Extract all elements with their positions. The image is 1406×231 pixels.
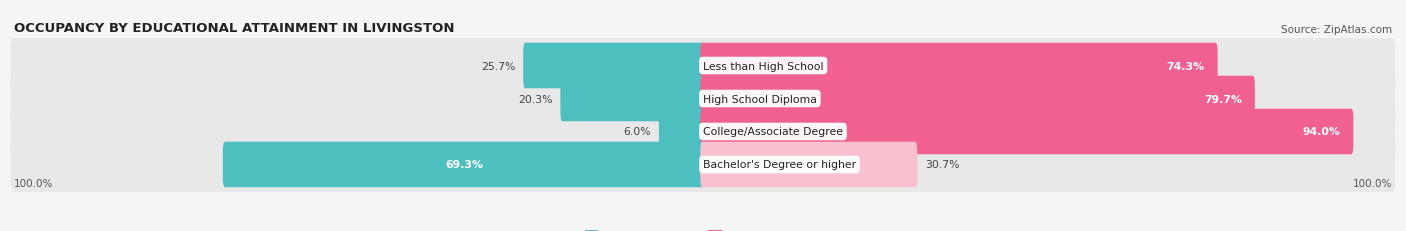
Text: 100.0%: 100.0% xyxy=(14,179,53,188)
FancyBboxPatch shape xyxy=(659,109,706,155)
FancyBboxPatch shape xyxy=(700,142,917,187)
Legend: Owner-occupied, Renter-occupied: Owner-occupied, Renter-occupied xyxy=(585,230,821,231)
FancyBboxPatch shape xyxy=(11,105,1395,159)
Text: 74.3%: 74.3% xyxy=(1167,61,1205,71)
FancyBboxPatch shape xyxy=(561,76,706,122)
FancyBboxPatch shape xyxy=(700,109,1354,155)
FancyBboxPatch shape xyxy=(523,44,706,89)
Text: High School Diploma: High School Diploma xyxy=(703,94,817,104)
Text: College/Associate Degree: College/Associate Degree xyxy=(703,127,844,137)
Text: 6.0%: 6.0% xyxy=(624,127,651,137)
FancyBboxPatch shape xyxy=(222,142,706,187)
FancyBboxPatch shape xyxy=(11,72,1395,126)
Text: OCCUPANCY BY EDUCATIONAL ATTAINMENT IN LIVINGSTON: OCCUPANCY BY EDUCATIONAL ATTAINMENT IN L… xyxy=(14,22,454,35)
Text: Bachelor's Degree or higher: Bachelor's Degree or higher xyxy=(703,160,856,170)
Text: 100.0%: 100.0% xyxy=(1353,179,1392,188)
Text: 20.3%: 20.3% xyxy=(519,94,553,104)
FancyBboxPatch shape xyxy=(11,137,1395,192)
FancyBboxPatch shape xyxy=(700,76,1254,122)
Text: Less than High School: Less than High School xyxy=(703,61,824,71)
Text: 79.7%: 79.7% xyxy=(1204,94,1241,104)
FancyBboxPatch shape xyxy=(11,39,1395,94)
Text: Source: ZipAtlas.com: Source: ZipAtlas.com xyxy=(1281,25,1392,35)
Text: 30.7%: 30.7% xyxy=(925,160,959,170)
Text: 94.0%: 94.0% xyxy=(1302,127,1340,137)
Text: 25.7%: 25.7% xyxy=(481,61,516,71)
Text: 69.3%: 69.3% xyxy=(446,160,484,170)
FancyBboxPatch shape xyxy=(700,44,1218,89)
